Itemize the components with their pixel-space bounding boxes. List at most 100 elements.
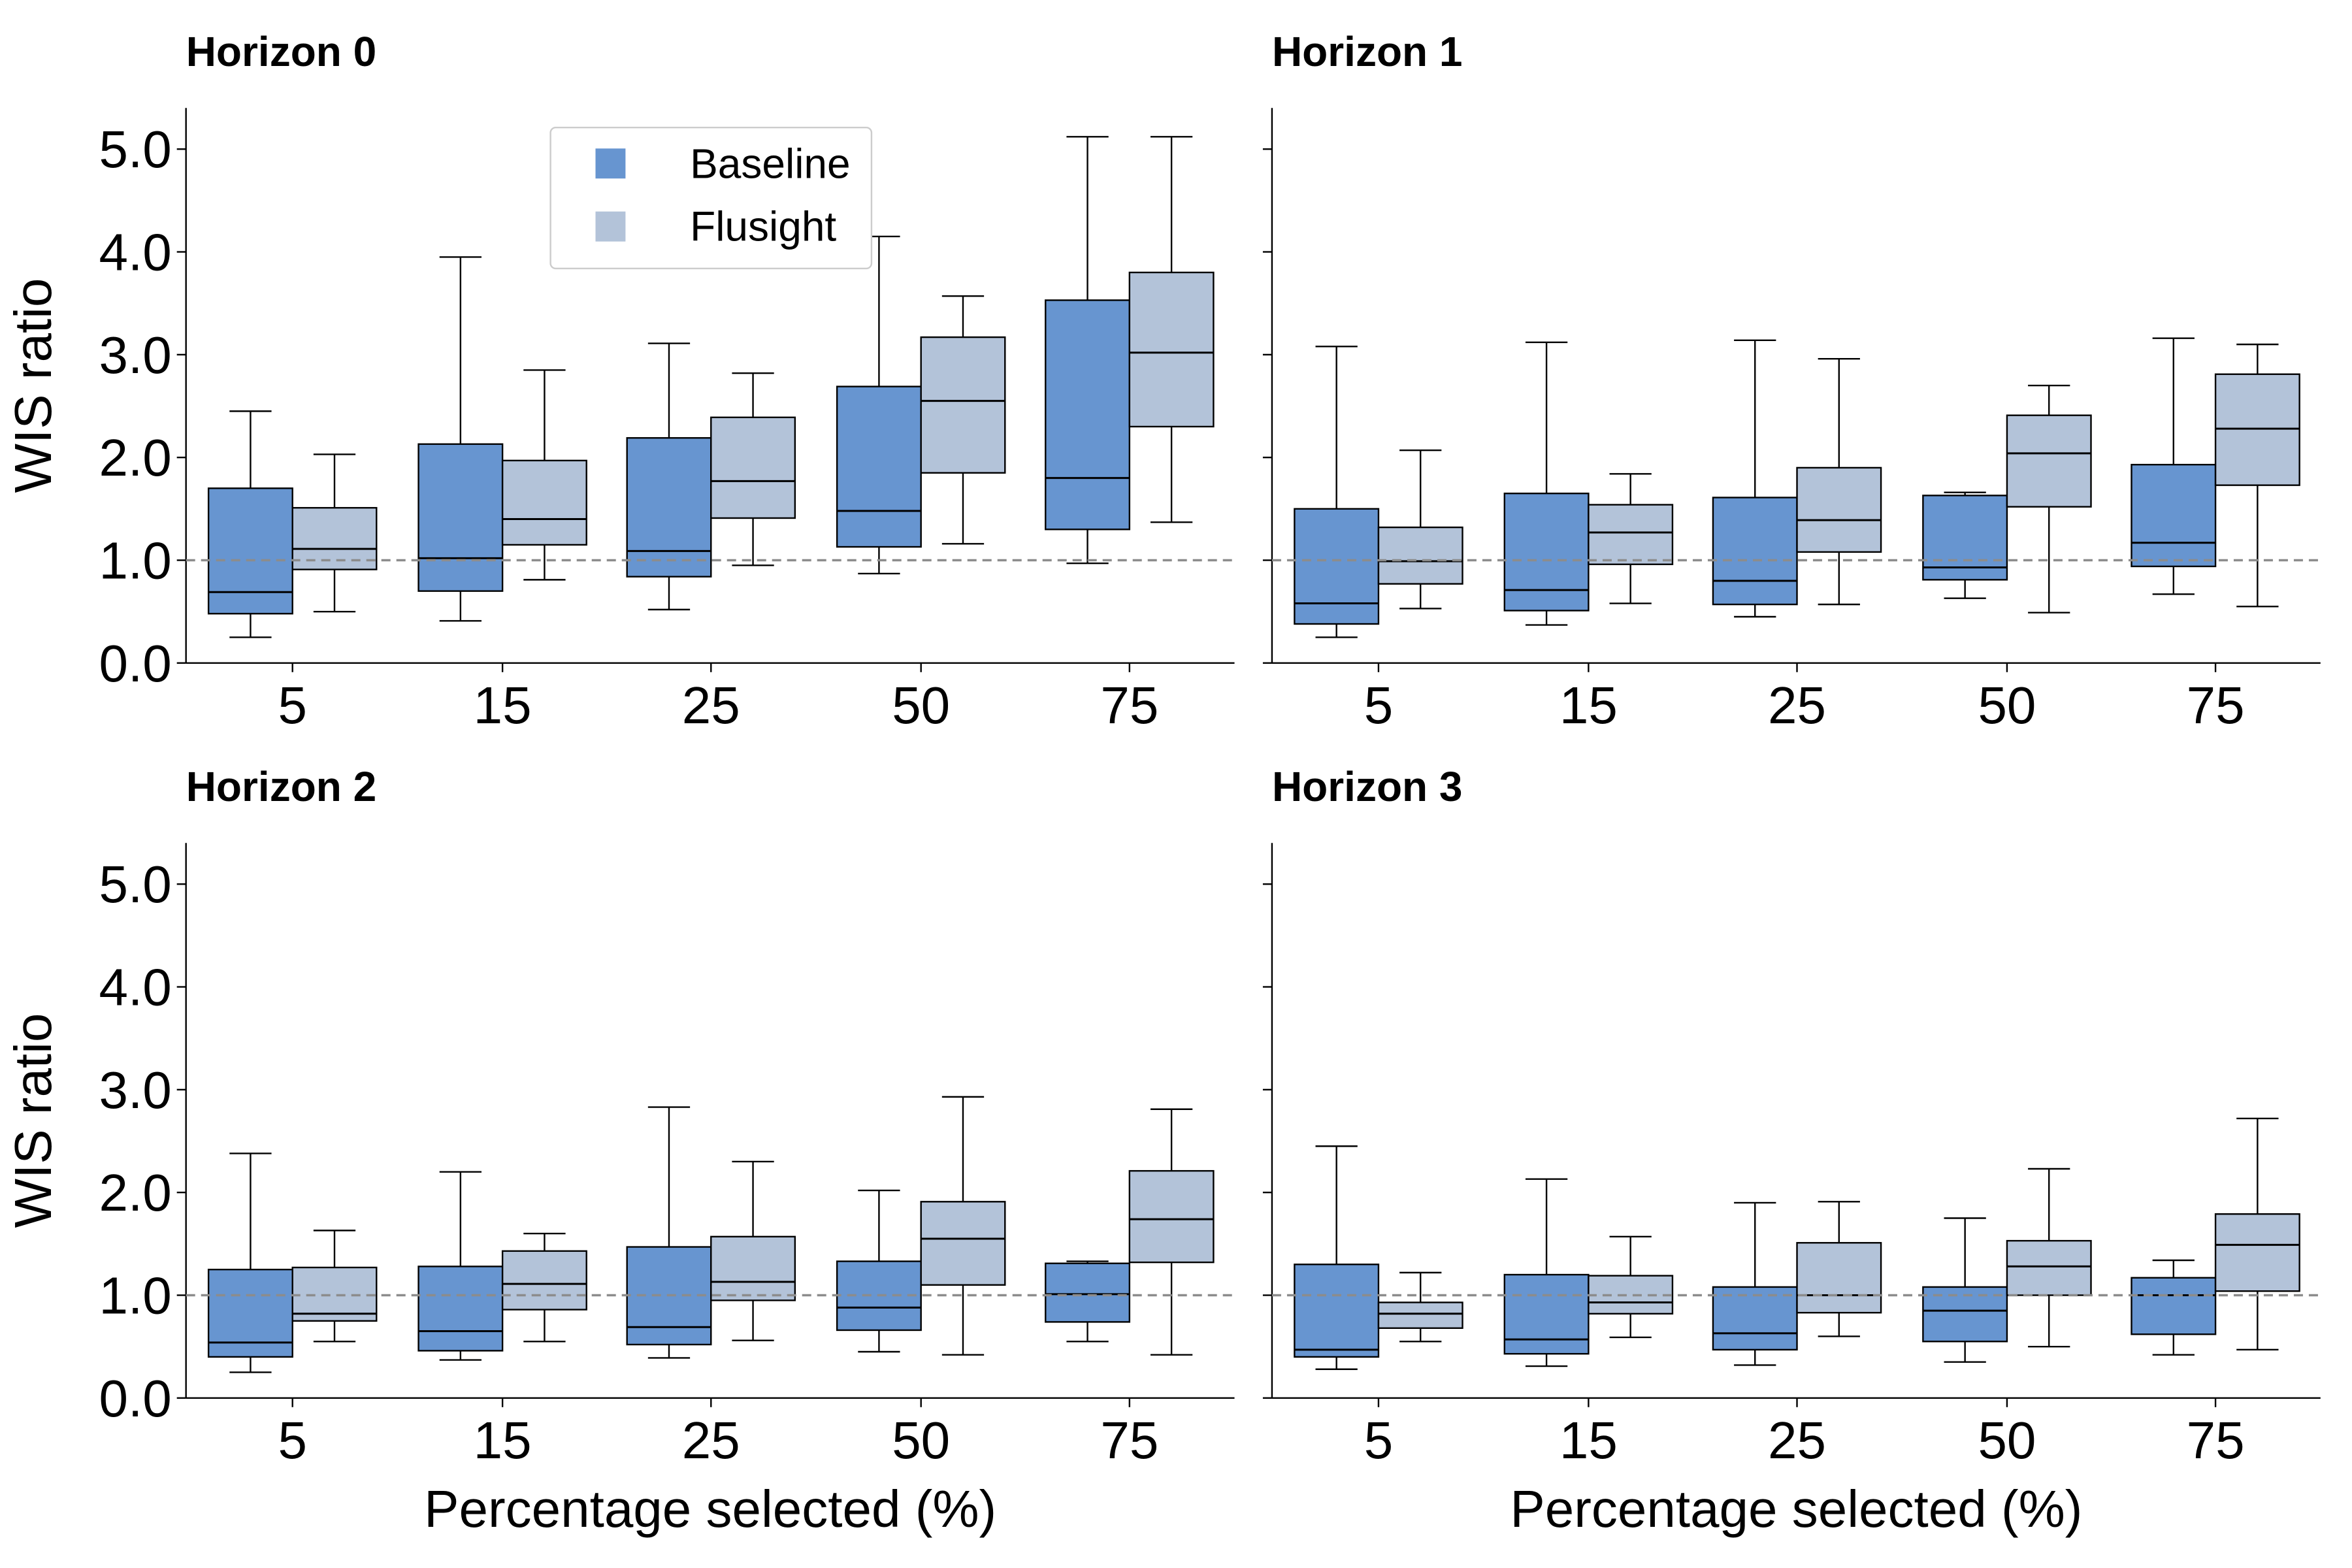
x-tick-label: 25: [682, 676, 740, 734]
y-tick-label: 3.0: [99, 326, 171, 384]
iqr-box: [1796, 1242, 1882, 1314]
panel-3: Horizon 2 0.0 1.0 2.0 3.0 4.0 5.0 WIS ratio 5 15 2…: [4, 763, 1235, 1538]
iqr-box: [2006, 1239, 2092, 1296]
box-flusight-75: [1128, 136, 1215, 523]
iqr-box: [1045, 1262, 1131, 1323]
iqr-box: [2131, 463, 2217, 568]
box-baseline-75: [1045, 136, 1131, 564]
iqr-box: [1922, 495, 2008, 581]
y-tick-label: 2.0: [99, 429, 171, 487]
panel-4: Horizon 3 5 15 25 50 75 Percentage selected (%…: [1262, 763, 2321, 1538]
box-flusight-50: [920, 295, 1006, 545]
iqr-box: [417, 443, 504, 592]
box-baseline-5: [1294, 1145, 1380, 1370]
box-flusight-75: [2214, 1117, 2300, 1351]
box-baseline-5: [1294, 346, 1380, 638]
y-tick-label: 0.0: [99, 1369, 171, 1428]
box-flusight-25: [710, 372, 796, 566]
box-flusight-15: [1588, 1235, 1674, 1339]
iqr-box: [836, 385, 922, 548]
box-baseline-50: [836, 1189, 922, 1353]
panel-1: Horizon 0 0.0 1.0 2.0 3.0 4.0 5.0 WIS ratio 5 15 2…: [4, 28, 1235, 734]
iqr-box: [1712, 497, 1798, 606]
box-baseline-75: [2131, 1259, 2217, 1356]
x-tick-label: 5: [278, 1411, 307, 1469]
panel-title: Horizon 0: [186, 28, 377, 75]
box-baseline-15: [417, 1171, 504, 1361]
y-tick-label: 4.0: [99, 223, 171, 282]
iqr-box: [1377, 1301, 1463, 1330]
panel-title: Horizon 3: [1272, 763, 1463, 810]
y-tick-label: 1.0: [99, 531, 171, 589]
y-tick-label: 4.0: [99, 958, 171, 1017]
iqr-box: [1588, 504, 1674, 565]
x-tick-label: 15: [474, 1411, 532, 1469]
iqr-box: [1294, 508, 1380, 625]
box-flusight-25: [1796, 1201, 1882, 1337]
box-baseline-50: [1922, 491, 2008, 599]
x-tick-label: 50: [892, 676, 950, 734]
iqr-box: [920, 1201, 1006, 1286]
box-baseline-5: [207, 410, 293, 638]
box-baseline-15: [417, 256, 504, 622]
box-flusight-25: [710, 1160, 796, 1341]
box-flusight-15: [501, 369, 587, 581]
box-flusight-50: [2006, 384, 2092, 613]
box-flusight-50: [920, 1096, 1006, 1356]
legend-swatch-flusight: [595, 211, 626, 242]
legend: Baseline Flusight: [549, 126, 873, 270]
box-flusight-25: [1796, 357, 1882, 606]
y-tick-label: 0.0: [99, 634, 171, 693]
y-axis-label: WIS ratio: [4, 1013, 62, 1228]
y-axis-label: WIS ratio: [4, 278, 62, 493]
x-tick-label: 75: [2187, 676, 2245, 734]
x-tick-label: 75: [1100, 676, 1158, 734]
legend-label-baseline: Baseline: [690, 140, 851, 187]
legend-label-flusight: Flusight: [690, 203, 836, 250]
iqr-box: [1588, 1275, 1674, 1315]
box-baseline-75: [2131, 337, 2217, 595]
iqr-box: [207, 487, 293, 615]
y-tick-label: 5.0: [99, 120, 171, 178]
y-tick-label: 2.0: [99, 1164, 171, 1222]
iqr-box: [2214, 373, 2300, 486]
x-tick-label: 75: [2187, 1411, 2245, 1469]
x-tick-label: 50: [1978, 1411, 2036, 1469]
iqr-box: [1045, 299, 1131, 531]
iqr-box: [1128, 1169, 1215, 1264]
iqr-box: [2214, 1213, 2300, 1292]
box-baseline-5: [207, 1152, 293, 1373]
box-baseline-15: [1503, 1178, 1590, 1367]
x-tick-label: 5: [278, 676, 307, 734]
iqr-box: [1503, 493, 1590, 612]
iqr-box: [501, 459, 587, 546]
x-tick-label: 5: [1364, 1411, 1394, 1469]
iqr-box: [1503, 1273, 1590, 1355]
panel-title: Horizon 1: [1272, 28, 1463, 75]
box-baseline-75: [1045, 1260, 1131, 1343]
box-flusight-5: [1377, 1271, 1463, 1343]
iqr-box: [417, 1266, 504, 1352]
box-flusight-15: [501, 1232, 587, 1343]
box-flusight-15: [1588, 473, 1674, 604]
x-tick-label: 15: [474, 676, 532, 734]
box-baseline-15: [1503, 341, 1590, 626]
x-tick-label: 5: [1364, 676, 1394, 734]
x-tick-label: 25: [682, 1411, 740, 1469]
x-tick-label: 25: [1768, 1411, 1826, 1469]
iqr-box: [501, 1250, 587, 1311]
box-baseline-50: [836, 235, 922, 575]
box-flusight-75: [1128, 1108, 1215, 1356]
panel-title: Horizon 2: [186, 763, 377, 810]
y-tick-label: 1.0: [99, 1266, 171, 1324]
box-baseline-25: [626, 1106, 712, 1359]
x-tick-label: 50: [892, 1411, 950, 1469]
iqr-box: [1294, 1264, 1380, 1358]
box-baseline-50: [1922, 1217, 2008, 1363]
iqr-box: [710, 1235, 796, 1301]
iqr-box: [920, 336, 1006, 474]
legend-frame: [549, 126, 873, 270]
iqr-box: [207, 1268, 293, 1358]
panel-2: Horizon 1 5 15 25 50 75: [1262, 28, 2321, 734]
